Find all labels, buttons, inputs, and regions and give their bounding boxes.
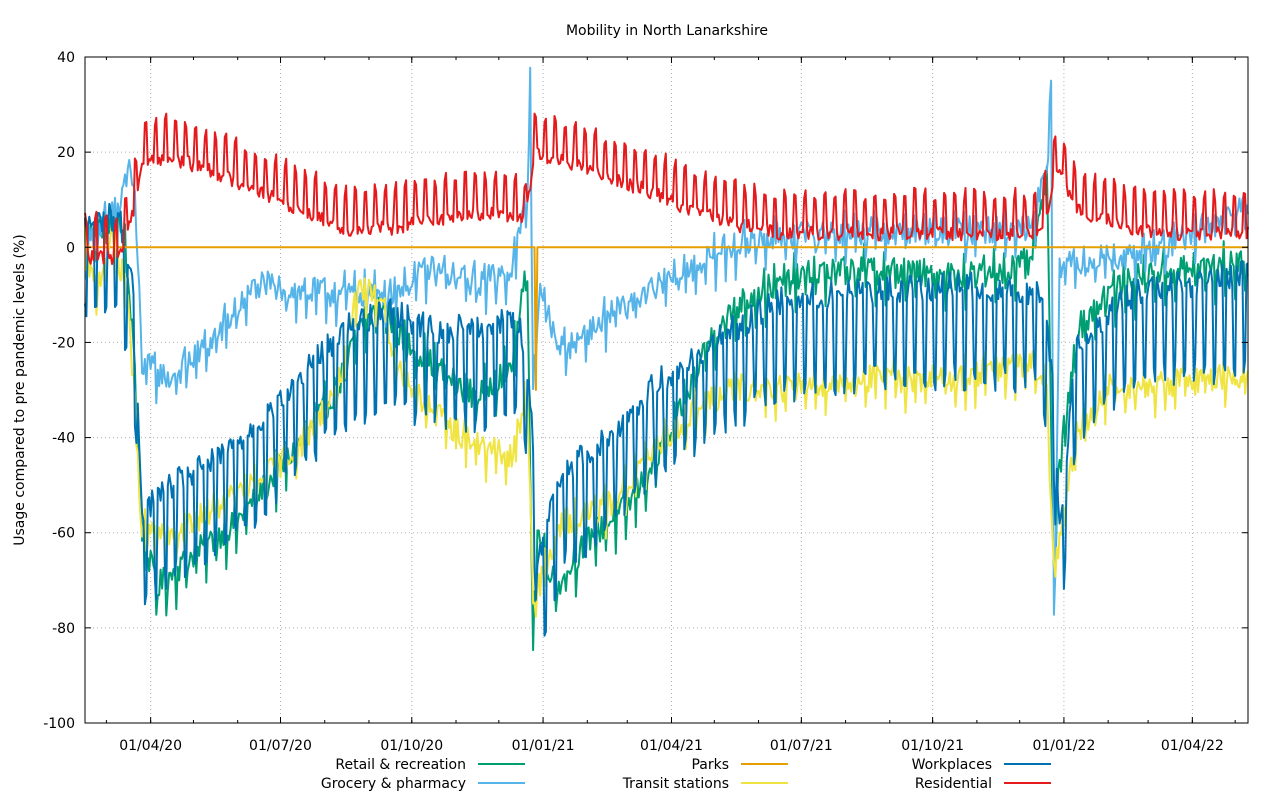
y-tick-label: 40 <box>57 50 75 66</box>
legend-label: Parks <box>691 757 729 773</box>
series-line-grocery-pharmacy <box>84 66 1249 616</box>
series-lines <box>84 66 1249 652</box>
legend-label: Retail & recreation <box>335 757 466 773</box>
legend-label: Workplaces <box>912 757 992 773</box>
series-line-parks <box>85 246 1248 391</box>
legend-item: Retail & recreation <box>335 757 525 773</box>
legend-item: Transit stations <box>622 776 788 792</box>
legend-item: Residential <box>915 776 1051 792</box>
x-tick-label: 01/10/20 <box>380 738 443 754</box>
x-tick-label: 01/07/21 <box>770 738 833 754</box>
y-tick-label: -80 <box>52 621 75 637</box>
x-tick-label: 01/04/20 <box>119 738 182 754</box>
y-tick-label: 20 <box>57 145 75 161</box>
y-tick-label: -20 <box>52 335 75 351</box>
chart-title: Mobility in North Lanarkshire <box>566 23 768 39</box>
y-tick-label: -100 <box>43 716 75 732</box>
y-tick-label: 0 <box>66 240 75 256</box>
x-tick-label: 01/04/21 <box>640 738 703 754</box>
axes: -100 -80 -60 -40 -20 0 20 40 01/04/20 01/07/20 01/… <box>43 50 1248 754</box>
legend-label: Grocery & pharmacy <box>321 776 466 792</box>
x-tick-label: 01/10/21 <box>901 738 964 754</box>
x-tick-label: 01/04/22 <box>1161 738 1224 754</box>
legend-label: Transit stations <box>622 776 729 792</box>
x-tick-label: 01/01/22 <box>1032 738 1095 754</box>
y-tick-label: -60 <box>52 526 75 542</box>
plot-frame <box>84 56 1249 724</box>
legend-item: Parks <box>691 757 788 773</box>
y-tick-label: -40 <box>52 431 75 447</box>
series-line-workplaces <box>84 202 1249 637</box>
series-line-residential <box>84 112 1249 266</box>
legend-item: Workplaces <box>912 757 1051 773</box>
legend-item: Grocery & pharmacy <box>321 776 525 792</box>
x-tick-label: 01/07/20 <box>249 738 312 754</box>
legend: Retail & recreation Grocery & pharmacy Par… <box>321 757 1051 792</box>
x-tick-label: 01/01/21 <box>512 738 575 754</box>
y-axis-label: Usage compared to pre pandemic levels (%… <box>12 234 28 546</box>
legend-label: Residential <box>915 776 992 792</box>
